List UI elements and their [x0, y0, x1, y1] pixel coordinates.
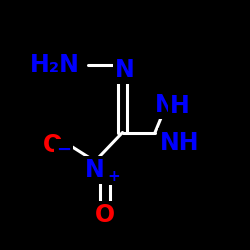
Text: H₂N: H₂N: [30, 53, 80, 77]
Text: N: N: [155, 93, 175, 117]
Text: +: +: [108, 169, 120, 184]
Text: N: N: [115, 58, 135, 82]
Text: O: O: [95, 203, 115, 227]
Text: −: −: [56, 141, 71, 159]
Text: O: O: [42, 133, 62, 157]
Text: NH: NH: [160, 130, 200, 154]
Text: N: N: [85, 158, 105, 182]
Text: H: H: [170, 94, 190, 118]
